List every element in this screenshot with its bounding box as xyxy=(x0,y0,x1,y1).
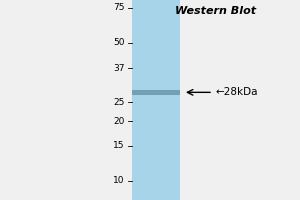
Text: 75: 75 xyxy=(113,3,124,12)
Text: 10: 10 xyxy=(113,176,124,185)
Text: Western Blot: Western Blot xyxy=(176,6,256,16)
Text: 25: 25 xyxy=(113,98,124,107)
Text: 50: 50 xyxy=(113,38,124,47)
Text: 37: 37 xyxy=(113,64,124,73)
Text: 15: 15 xyxy=(113,141,124,150)
Text: 20: 20 xyxy=(113,117,124,126)
Bar xyxy=(132,90,180,95)
Bar xyxy=(132,0,180,200)
Text: ←28kDa: ←28kDa xyxy=(216,87,259,97)
